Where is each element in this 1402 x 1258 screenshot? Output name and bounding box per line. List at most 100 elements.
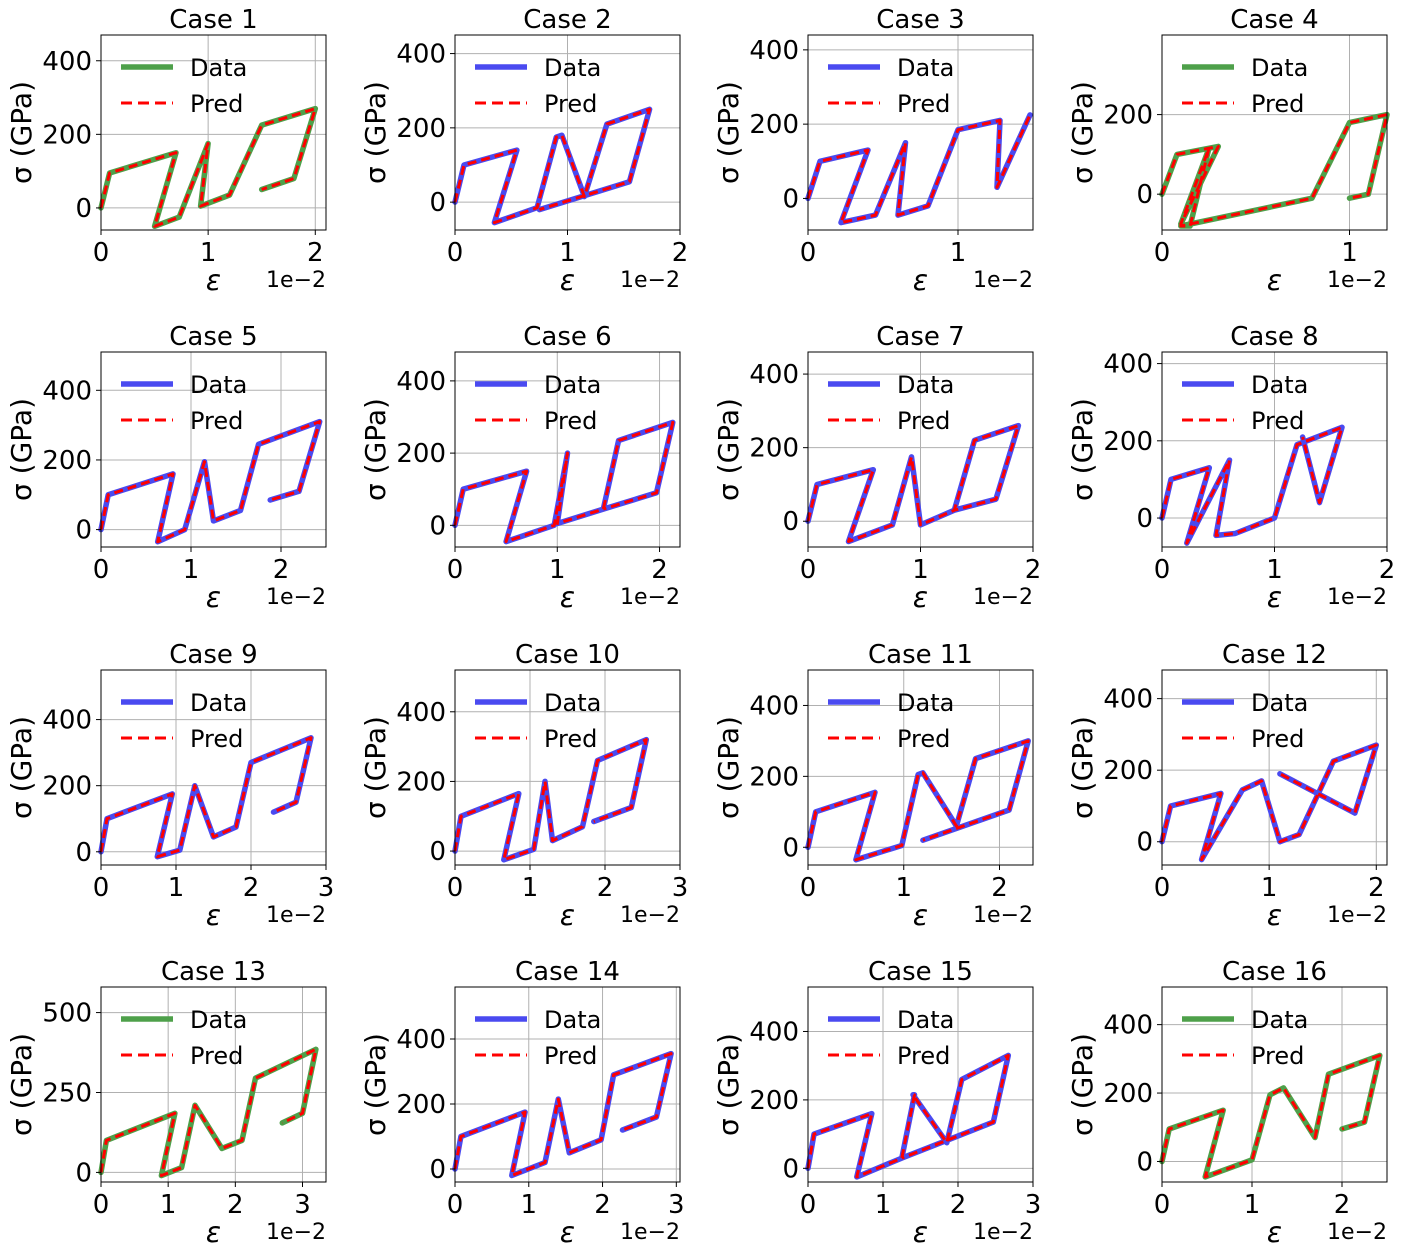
x-axis-label: ε — [1267, 581, 1282, 614]
y-tick-label: 0 — [1136, 180, 1153, 210]
series-line-pred — [1160, 743, 1378, 862]
y-axis-label: σ (GPa) — [359, 81, 392, 184]
legend: Data Pred — [475, 371, 601, 435]
panel-title: Case 5 — [169, 322, 257, 352]
panel-case-8: 0 1 2 0 200 400 Case 8 ε 1e−2 σ (GPa) Data Pred — [1066, 322, 1395, 614]
series-line-data — [1159, 1052, 1383, 1180]
x-tick-label: 2 — [991, 873, 1008, 903]
x-offset-label: 1e−2 — [1327, 903, 1387, 928]
y-tick-label: 0 — [782, 507, 799, 537]
panel-title: Case 16 — [1222, 957, 1327, 987]
x-tick-label: 2 — [594, 1190, 611, 1220]
panel-title: Case 9 — [169, 640, 257, 670]
x-tick-label: 0 — [447, 238, 464, 268]
panel-case-7: 0 1 2 0 200 400 Case 7 ε 1e−2 σ (GPa) Data Pred — [712, 322, 1041, 614]
x-tick-label: 1 — [912, 555, 929, 585]
x-axis-label: ε — [913, 899, 928, 932]
axes-frame — [454, 351, 681, 548]
series-line-data — [805, 1052, 1012, 1180]
x-tick-label: 3 — [294, 1190, 311, 1220]
y-axis-label: σ (GPa) — [712, 398, 745, 501]
x-tick-label: 1 — [950, 238, 967, 268]
y-tick-label: 0 — [75, 516, 92, 546]
axes-frame — [454, 986, 681, 1183]
x-tick-label: 0 — [93, 873, 110, 903]
axes-frame — [807, 34, 1034, 231]
series-line-pred — [453, 420, 675, 544]
legend-label-pred: Pred — [897, 725, 950, 753]
x-tick-label: 2 — [1334, 1190, 1351, 1220]
x-tick-label: 1 — [549, 555, 566, 585]
x-axis-label: ε — [560, 1216, 575, 1249]
panel-case-13: 0 1 2 3 0 250 500 Case 13 ε 1e−2 σ (GPa) Data Pred — [5, 957, 327, 1249]
legend-label-data: Data — [897, 54, 954, 82]
x-offset-label: 1e−2 — [1327, 1220, 1387, 1245]
series-line-pred — [99, 420, 322, 544]
x-tick-label: 2 — [672, 238, 689, 268]
x-tick-label: 1 — [168, 873, 185, 903]
x-axis-label: ε — [1267, 264, 1282, 297]
x-tick-label: 2 — [651, 555, 668, 585]
legend-label-pred: Pred — [544, 725, 597, 753]
panel-title: Case 13 — [161, 957, 266, 987]
x-tick-label: 2 — [307, 238, 324, 268]
axes-frame — [1161, 986, 1388, 1183]
x-tick-label: 2 — [243, 873, 260, 903]
x-offset-label: 1e−2 — [266, 1220, 326, 1245]
legend: Data Pred — [828, 54, 954, 118]
x-tick-label: 1 — [160, 1190, 177, 1220]
legend-label-data: Data — [544, 689, 601, 717]
x-axis-label: ε — [1267, 899, 1282, 932]
series-line-data — [98, 735, 314, 860]
legend-label-data: Data — [190, 689, 247, 717]
panel-title: Case 15 — [868, 957, 973, 987]
x-offset-label: 1e−2 — [1327, 268, 1387, 293]
series-line-data — [452, 1050, 674, 1179]
legend-label-data: Data — [1251, 371, 1308, 399]
x-tick-label: 1 — [895, 873, 912, 903]
legend: Data Pred — [475, 54, 601, 118]
panel-case-6: 0 1 2 0 200 400 Case 6 ε 1e−2 σ (GPa) Data Pred — [359, 322, 681, 614]
x-offset-label: 1e−2 — [1327, 585, 1387, 610]
panel-title: Case 11 — [868, 640, 973, 670]
y-tick-label: 400 — [749, 691, 799, 721]
y-axis-label: σ (GPa) — [5, 1033, 38, 1136]
legend: Data Pred — [475, 1006, 601, 1070]
legend: Data Pred — [475, 689, 601, 753]
y-tick-label: 200 — [1103, 756, 1153, 786]
panel-case-1: 0 1 2 0 200 400 Case 1 ε 1e−2 σ (GPa) Data Pred — [5, 5, 327, 297]
x-tick-label: 0 — [800, 555, 817, 585]
series-line-pred — [1160, 113, 1389, 228]
x-tick-label: 1 — [183, 555, 200, 585]
series-line-data — [452, 736, 650, 863]
y-tick-label: 0 — [782, 833, 799, 863]
legend: Data Pred — [828, 371, 954, 435]
legend-label-data: Data — [897, 1006, 954, 1034]
x-axis-label: ε — [560, 581, 575, 614]
x-tick-label: 3 — [668, 1190, 685, 1220]
x-tick-label: 2 — [950, 1190, 967, 1220]
legend-label-pred: Pred — [1251, 725, 1304, 753]
legend: Data Pred — [121, 1006, 247, 1070]
x-tick-label: 1 — [200, 238, 217, 268]
y-tick-label: 400 — [1103, 1011, 1153, 1041]
panel-case-3: 0 1 0 200 400 Case 3 ε 1e−2 σ (GPa) Data Pred — [712, 5, 1034, 297]
x-axis-label: ε — [206, 264, 221, 297]
y-tick-label: 200 — [1103, 427, 1153, 457]
panel-case-15: 0 1 2 3 0 200 400 Case 15 ε 1e−2 σ (GPa) Data Pred — [712, 957, 1041, 1249]
y-tick-label: 400 — [749, 36, 799, 66]
x-tick-label: 3 — [1025, 1190, 1042, 1220]
series-line-data — [805, 112, 1033, 226]
axes-frame — [100, 986, 327, 1183]
legend-label-pred: Pred — [544, 407, 597, 435]
series-line-pred — [806, 739, 1030, 862]
y-tick-label: 200 — [749, 762, 799, 792]
series-line-pred — [806, 1053, 1010, 1179]
legend-label-pred: Pred — [190, 1042, 243, 1070]
x-tick-label: 1 — [1266, 555, 1283, 585]
x-offset-label: 1e−2 — [973, 1220, 1033, 1245]
axes-frame — [1161, 669, 1388, 866]
panel-title: Case 6 — [523, 322, 611, 352]
legend: Data Pred — [828, 689, 954, 753]
